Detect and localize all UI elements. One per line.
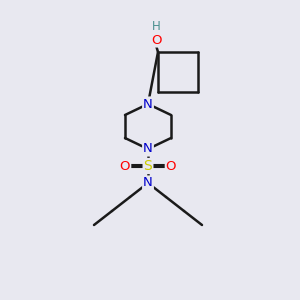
Text: O: O: [166, 160, 176, 172]
Text: S: S: [144, 159, 152, 173]
Text: N: N: [143, 142, 153, 155]
Text: H: H: [152, 20, 160, 34]
Text: N: N: [143, 98, 153, 110]
Text: O: O: [120, 160, 130, 172]
Text: N: N: [143, 176, 153, 190]
Text: O: O: [151, 34, 161, 46]
